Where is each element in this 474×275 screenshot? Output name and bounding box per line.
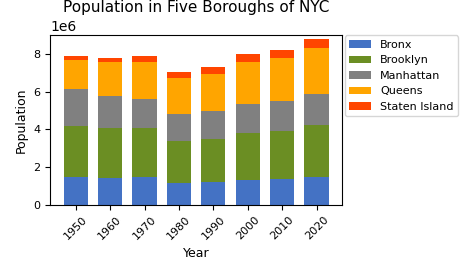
Bar <box>167 183 191 205</box>
Bar <box>98 97 122 128</box>
Bar <box>270 131 294 179</box>
Bar <box>304 39 328 48</box>
Bar <box>270 58 294 101</box>
Bar <box>236 62 260 104</box>
Bar <box>132 62 156 99</box>
Legend: Bronx, Brooklyn, Manhattan, Queens, Staten Island: Bronx, Brooklyn, Manhattan, Queens, Stat… <box>345 35 458 116</box>
Bar <box>236 54 260 62</box>
Bar <box>132 128 156 177</box>
Bar <box>304 125 328 177</box>
Bar <box>304 94 328 125</box>
X-axis label: Year: Year <box>183 247 210 260</box>
Bar <box>201 182 225 205</box>
Bar <box>201 74 225 111</box>
Bar <box>132 56 156 62</box>
Bar <box>270 101 294 131</box>
Bar <box>236 104 260 133</box>
Bar <box>64 126 88 177</box>
Bar <box>132 177 156 205</box>
Bar <box>201 67 225 74</box>
Title: Population in Five Boroughs of NYC: Population in Five Boroughs of NYC <box>63 0 329 15</box>
Bar <box>201 139 225 182</box>
Bar <box>201 111 225 139</box>
Bar <box>236 180 260 205</box>
Bar <box>98 62 122 97</box>
Bar <box>98 58 122 62</box>
Bar <box>236 133 260 180</box>
Bar <box>64 60 88 89</box>
Bar <box>167 114 191 141</box>
Bar <box>167 141 191 183</box>
Bar <box>270 50 294 58</box>
Bar <box>64 56 88 60</box>
Bar <box>132 99 156 128</box>
Bar <box>167 72 191 78</box>
Bar <box>98 178 122 205</box>
Bar <box>167 78 191 114</box>
Bar <box>64 177 88 205</box>
Y-axis label: Population: Population <box>15 87 28 153</box>
Bar <box>304 177 328 205</box>
Bar <box>98 128 122 178</box>
Bar <box>64 89 88 126</box>
Bar <box>304 48 328 94</box>
Bar <box>270 179 294 205</box>
